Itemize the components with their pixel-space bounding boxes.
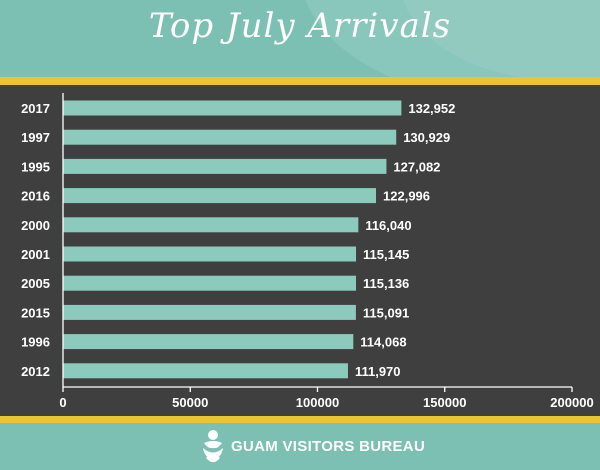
- x-tick-label: 50000: [172, 395, 208, 410]
- bar: [63, 246, 357, 262]
- category-label: 1995: [21, 159, 50, 174]
- bar: [63, 304, 356, 320]
- bar: [63, 158, 387, 174]
- brand-name: GUAM VISITORS BUREAU: [231, 438, 426, 455]
- bar: [63, 217, 359, 233]
- data-label: 122,996: [383, 189, 430, 204]
- bar: [63, 275, 357, 291]
- bar: [63, 363, 348, 379]
- x-tick-label: 0: [59, 395, 66, 410]
- x-tick-label: 100000: [296, 395, 339, 410]
- data-label: 115,145: [363, 247, 409, 262]
- data-label: 130,929: [403, 130, 450, 145]
- category-label: 2005: [21, 276, 50, 291]
- footer-banner: GUAM VISITORS BUREAU: [0, 423, 600, 470]
- category-label: 2000: [21, 218, 50, 233]
- bar: [63, 100, 402, 116]
- category-label: 2015: [21, 305, 50, 320]
- category-label: 2012: [21, 364, 50, 379]
- data-label: 116,040: [365, 218, 411, 233]
- bar: [63, 129, 397, 145]
- category-label: 2001: [21, 247, 50, 262]
- data-label: 115,136: [363, 276, 409, 291]
- data-label: 114,068: [360, 335, 406, 350]
- chart-title: Top July Arrivals: [148, 6, 452, 46]
- gold-stripe-bottom: [0, 416, 600, 423]
- data-label: 132,952: [408, 101, 455, 116]
- bar: [63, 334, 354, 350]
- bar-chart: 2017 132,952 1997 130,929 1995 127,082 2016 122…: [21, 93, 594, 410]
- gold-stripe-top: [0, 77, 600, 85]
- x-tick-label: 150000: [423, 395, 466, 410]
- data-label: 111,970: [355, 364, 401, 379]
- plot-area: 2017 132,952 1997 130,929 1995 127,082 2016 122…: [0, 85, 600, 416]
- category-label: 2017: [21, 101, 50, 116]
- gvb-logo-icon: [203, 430, 223, 463]
- data-label: 127,082: [393, 159, 440, 174]
- data-label: 115,091: [363, 305, 409, 320]
- x-tick-label: 200000: [550, 395, 593, 410]
- bar: [63, 188, 377, 204]
- category-label: 1997: [21, 130, 50, 145]
- category-label: 2016: [21, 189, 50, 204]
- header-banner: Top July Arrivals: [0, 0, 600, 77]
- category-label: 1996: [21, 335, 50, 350]
